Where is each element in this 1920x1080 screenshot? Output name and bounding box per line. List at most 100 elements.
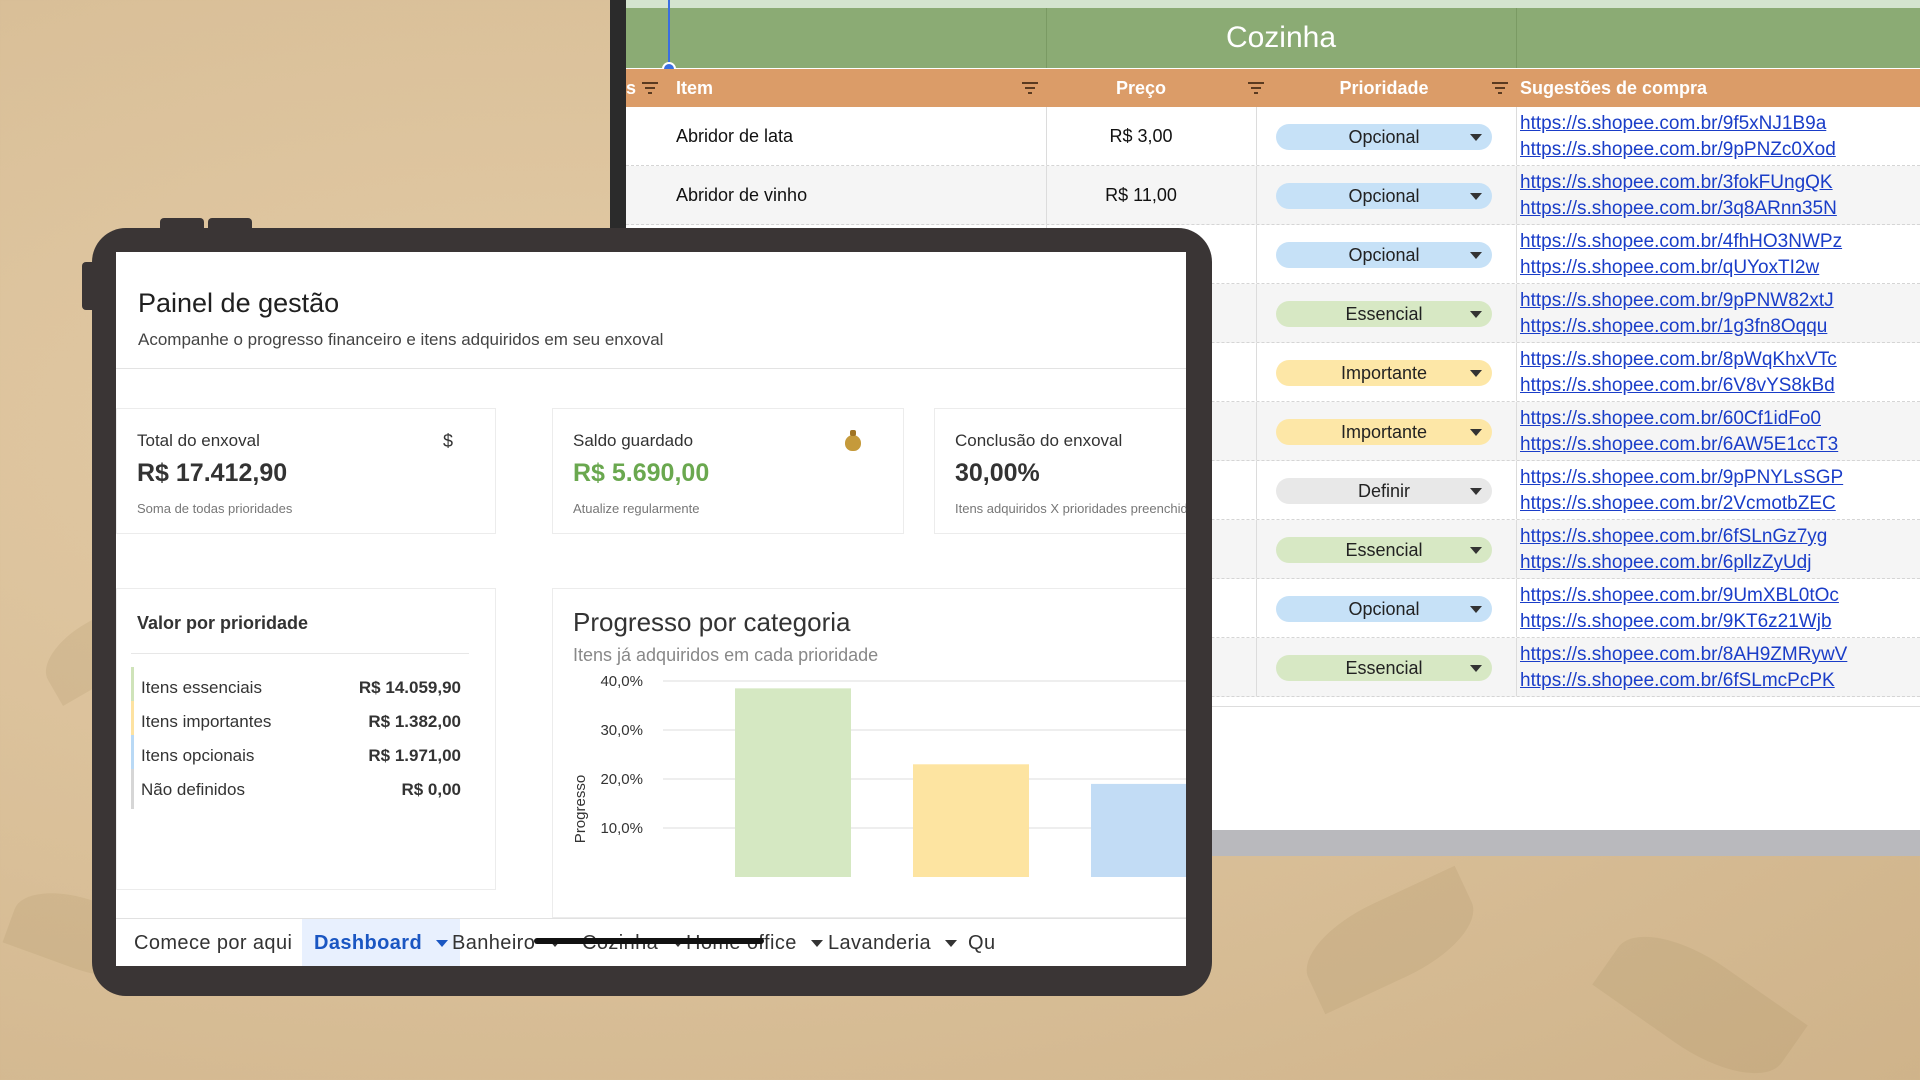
sheet-header-row: s Item Preço Prioridade Sugestões de com…	[626, 69, 1920, 107]
priority-row: Não definidos R$ 0,00	[131, 769, 461, 809]
priority-dropdown[interactable]: Essencial	[1276, 301, 1492, 327]
priority-dropdown[interactable]: Importante	[1276, 360, 1492, 386]
tablet: Painel de gestão Acompanhe o progresso f…	[92, 228, 1212, 996]
chart-bar[interactable]	[1091, 783, 1186, 877]
table-row[interactable]: Abridor de vinho R$ 11,00 Opcional https://…	[626, 166, 1920, 225]
chart-bar[interactable]	[735, 688, 851, 877]
suggestion-link[interactable]: https://s.shopee.com.br/6V8vYS8kBd	[1520, 375, 1835, 396]
priority-dropdown[interactable]: Opcional	[1276, 124, 1492, 150]
priority-label: Essencial	[1345, 657, 1423, 678]
dashboard-tab[interactable]: Lavanderia	[816, 919, 969, 966]
header-truncated: s	[626, 77, 637, 98]
suggestion-link[interactable]: https://s.shopee.com.br/2VcmotbZEC	[1520, 493, 1836, 514]
tab-label: Lavanderia	[828, 931, 931, 954]
filter-icon[interactable]	[1492, 82, 1508, 94]
suggestion-link[interactable]: https://s.shopee.com.br/3fokFUngQK	[1520, 172, 1833, 193]
table-row[interactable]: Opcional https://s.shopee.com.br/9UmXBL0t…	[626, 579, 1920, 638]
suggestion-link[interactable]: https://s.shopee.com.br/3q8ARnn35N	[1520, 198, 1837, 219]
priority-dropdown[interactable]: Importante	[1276, 419, 1492, 445]
priority-label: Opcional	[1348, 598, 1420, 619]
chevron-down-icon	[436, 939, 449, 947]
priority-label: Essencial	[1345, 539, 1423, 560]
header-suggestions: Sugestões de compra	[1520, 77, 1708, 98]
priority-panel-title: Valor por prioridade	[137, 613, 309, 633]
priority-dropdown[interactable]: Definir	[1276, 478, 1492, 504]
suggestion-link[interactable]: https://s.shopee.com.br/9pPNW82xtJ	[1520, 290, 1834, 311]
background-leaf	[1291, 865, 1489, 1015]
price-cell[interactable]: R$ 11,00	[1105, 185, 1177, 205]
dashboard-tab[interactable]: Comece por aqui	[122, 919, 330, 966]
card-value: R$ 5.690,00	[573, 459, 710, 487]
chevron-down-icon	[1470, 488, 1482, 495]
tab-label: Qu	[968, 931, 996, 954]
dashboard-tab[interactable]: Dashboard	[302, 919, 461, 966]
suggestion-link[interactable]: https://s.shopee.com.br/6AW5E1ccT3	[1520, 434, 1839, 455]
card-total: Total do enxoval $ R$ 17.412,90 Soma de …	[116, 408, 496, 534]
card-label: Conclusão do enxoval	[955, 431, 1123, 450]
suggestion-link[interactable]: https://s.shopee.com.br/4fhHO3NWPz	[1520, 231, 1843, 252]
priority-value: R$ 1.382,00	[368, 712, 461, 731]
page-title: Painel de gestão	[138, 288, 340, 318]
suggestion-link[interactable]: https://s.shopee.com.br/9pPNZc0Xod	[1520, 139, 1836, 160]
priority-label: Opcional	[1348, 126, 1420, 147]
suggestion-link[interactable]: https://s.shopee.com.br/6fSLnGz7yg	[1520, 526, 1828, 547]
suggestion-link[interactable]: https://s.shopee.com.br/9f5xNJ1B9a	[1520, 113, 1827, 134]
sheet-title: Cozinha	[1225, 21, 1337, 54]
card-note: Itens adquiridos X prioridades preenchid…	[955, 501, 1186, 516]
priority-color-bar	[131, 769, 134, 809]
priority-value: R$ 1.971,00	[368, 746, 461, 765]
tab-label: Banheiro	[452, 931, 536, 954]
header-price: Preço	[1115, 77, 1167, 98]
card-label: Total do enxoval	[137, 431, 260, 450]
chevron-down-icon	[1470, 193, 1482, 200]
table-row[interactable]: Opcional https://s.shopee.com.br/4fhHO3NW…	[626, 225, 1920, 284]
chevron-down-icon	[1470, 547, 1482, 554]
dashboard-tab[interactable]: Qu	[956, 919, 1007, 966]
sheet-top-strip	[626, 0, 1920, 8]
suggestion-link[interactable]: https://s.shopee.com.br/9KT6z21Wjb	[1520, 611, 1832, 632]
filter-icon[interactable]	[1022, 82, 1038, 94]
priority-dropdown[interactable]: Opcional	[1276, 596, 1492, 622]
filter-icon[interactable]	[1248, 82, 1264, 94]
header-item: Item	[676, 77, 714, 98]
chevron-down-icon	[1470, 252, 1482, 259]
priority-dropdown[interactable]: Opcional	[1276, 183, 1492, 209]
money-bag-icon	[845, 430, 861, 451]
divider	[116, 368, 1186, 369]
chart-bar[interactable]	[913, 764, 1029, 877]
suggestion-link[interactable]: https://s.shopee.com.br/9pPNYLsSGP	[1520, 467, 1844, 488]
table-row[interactable]: Importante https://s.shopee.com.br/8pWqKh…	[626, 343, 1920, 402]
priority-row: Itens opcionais R$ 1.971,00	[131, 735, 461, 775]
header-priority: Prioridade	[1339, 77, 1429, 98]
suggestion-link[interactable]: https://s.shopee.com.br/qUYoxTI2w	[1520, 257, 1820, 278]
card-saved: Saldo guardado R$ 5.690,00 Atualize regu…	[552, 408, 904, 534]
y-tick-label: 10,0%	[600, 820, 643, 837]
suggestion-link[interactable]: https://s.shopee.com.br/9UmXBL0tOc	[1520, 585, 1839, 606]
priority-dropdown[interactable]: Essencial	[1276, 537, 1492, 563]
suggestion-link[interactable]: https://s.shopee.com.br/6pllzZyUdj	[1520, 552, 1812, 573]
item-cell[interactable]: Abridor de lata	[676, 126, 794, 146]
chevron-down-icon	[1470, 134, 1482, 141]
filter-icon[interactable]	[642, 82, 658, 94]
chevron-down-icon	[810, 939, 823, 947]
y-tick-label: 40,0%	[600, 673, 643, 690]
suggestion-link[interactable]: https://s.shopee.com.br/8pWqKhxVTc	[1520, 349, 1837, 370]
priority-value: R$ 14.059,90	[358, 678, 461, 697]
table-row[interactable]: Abridor de lata R$ 3,00 Opcional https://s.…	[626, 107, 1920, 166]
sheet-title-row: Cozinha	[626, 8, 1920, 68]
tab-label: Dashboard	[314, 931, 423, 954]
priority-name: Não definidos	[141, 780, 245, 799]
card-value: 30,00%	[955, 459, 1040, 487]
priority-dropdown[interactable]: Opcional	[1276, 242, 1492, 268]
table-row[interactable]: Definir https://s.shopee.com.br/9pPNYLsSG…	[626, 461, 1920, 520]
bar-chart: 10,0% 20,0% 30,0% 40,0% Progresso	[572, 673, 1186, 877]
suggestion-link[interactable]: https://s.shopee.com.br/1g3fn8Oqqu	[1520, 316, 1828, 337]
suggestion-link[interactable]: https://s.shopee.com.br/8AH9ZMRywV	[1520, 644, 1848, 665]
y-tick-label: 30,0%	[600, 722, 643, 739]
priority-dropdown[interactable]: Essencial	[1276, 655, 1492, 681]
price-cell[interactable]: R$ 3,00	[1109, 126, 1173, 146]
suggestion-link[interactable]: https://s.shopee.com.br/60Cf1idFo0	[1520, 408, 1821, 429]
page-subtitle: Acompanhe o progresso financeiro e itens…	[138, 330, 664, 349]
suggestion-link[interactable]: https://s.shopee.com.br/6fSLmcPcPK	[1520, 670, 1835, 691]
item-cell[interactable]: Abridor de vinho	[676, 185, 808, 205]
